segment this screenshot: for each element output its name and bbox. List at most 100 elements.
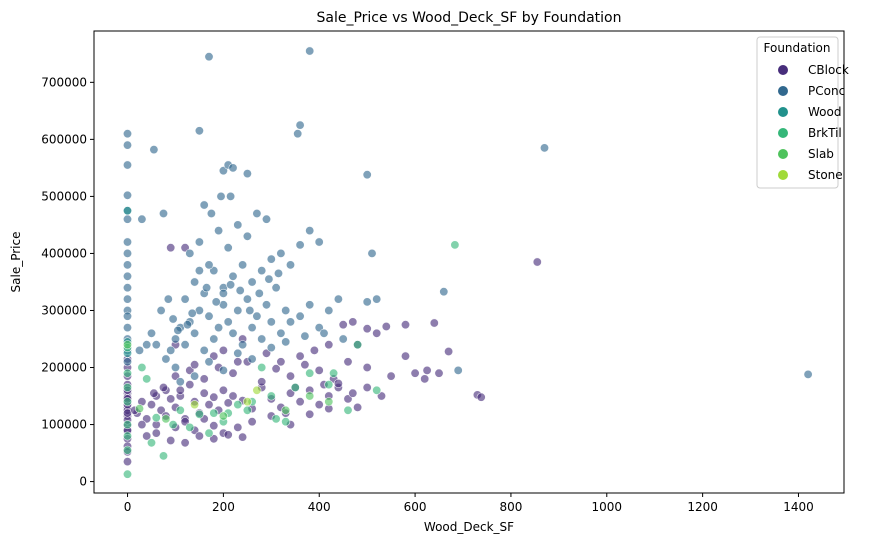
- data-point-pconc: [204, 311, 214, 321]
- data-point-brktil: [194, 409, 204, 419]
- data-point-cblock: [218, 385, 228, 395]
- data-point-brktil: [209, 408, 219, 418]
- data-point-pconc: [147, 328, 157, 338]
- data-point-stone: [252, 385, 262, 395]
- data-point-cblock: [199, 374, 209, 384]
- data-point-slab: [135, 404, 145, 414]
- data-point-pconc: [257, 266, 267, 276]
- data-point-pconc: [149, 145, 159, 155]
- data-point-pconc: [300, 331, 310, 341]
- data-point-cblock: [223, 430, 233, 440]
- data-point-pconc: [238, 260, 248, 270]
- data-point-brktil: [353, 340, 363, 350]
- data-point-pconc: [223, 243, 233, 253]
- data-point-cblock: [137, 420, 147, 430]
- data-point-pconc: [161, 354, 171, 364]
- data-point-cblock: [257, 377, 267, 387]
- data-point-cblock: [223, 398, 233, 408]
- data-point-pconc: [216, 191, 226, 201]
- legend-label-brktil: BrkTil: [808, 126, 842, 140]
- data-point-pconc: [137, 214, 147, 224]
- data-point-cblock: [209, 421, 219, 431]
- data-point-pconc: [233, 305, 243, 315]
- data-point-brktil: [123, 397, 133, 407]
- data-point-brktil: [147, 438, 157, 448]
- legend-marker-brktil: [778, 128, 788, 138]
- data-point-brktil: [123, 382, 133, 392]
- data-point-pconc: [266, 317, 276, 327]
- data-point-pconc: [163, 294, 173, 304]
- data-point-brktil: [204, 428, 214, 438]
- legend-items: CBlock PConc Wood BrkTil Slab Stone: [778, 63, 849, 182]
- data-point-cblock: [400, 351, 410, 361]
- data-point-cblock: [305, 409, 315, 419]
- data-point-pconc: [803, 369, 813, 379]
- data-point-cblock: [381, 321, 391, 331]
- data-point-cblock: [142, 431, 152, 441]
- data-point-pconc: [199, 200, 209, 210]
- data-point-brktil: [290, 382, 300, 392]
- data-point-pconc: [156, 305, 166, 315]
- data-point-slab: [123, 340, 133, 350]
- data-point-pconc: [362, 170, 372, 180]
- data-point-brktil: [123, 420, 133, 430]
- plot-frame: [93, 30, 845, 494]
- data-point-brktil: [123, 445, 133, 455]
- data-point-cblock: [238, 432, 248, 442]
- data-point-pconc: [123, 323, 133, 333]
- data-point-pconc: [281, 305, 291, 315]
- data-point-cblock: [300, 360, 310, 370]
- data-point-pconc: [233, 220, 243, 230]
- data-point-brktil: [329, 368, 339, 378]
- data-point-pconc: [285, 260, 295, 270]
- data-point-pconc: [254, 288, 264, 298]
- data-point-cblock: [476, 392, 486, 402]
- data-point-pconc: [314, 323, 324, 333]
- data-point-pconc: [223, 317, 233, 327]
- y-axis-label: Sale_Price: [9, 232, 23, 293]
- legend-label-wood: Wood: [808, 105, 841, 119]
- data-point-pconc: [123, 294, 133, 304]
- data-point-brktil: [242, 405, 252, 415]
- data-point-pconc: [218, 166, 228, 176]
- data-point-pconc: [135, 345, 145, 355]
- legend-marker-slab: [778, 149, 788, 159]
- data-point-pconc: [173, 325, 183, 335]
- data-point-pconc: [439, 287, 449, 297]
- data-point-pconc: [305, 226, 315, 236]
- data-point-pconc: [305, 300, 315, 310]
- data-point-brktil: [137, 362, 147, 372]
- data-points: [123, 46, 813, 479]
- data-point-cblock: [420, 374, 430, 384]
- legend-label-slab: Slab: [808, 147, 834, 161]
- data-point-brktil: [123, 368, 133, 378]
- data-point-cblock: [362, 324, 372, 334]
- legend-marker-cblock: [778, 65, 788, 75]
- data-point-cblock: [123, 457, 133, 467]
- data-point-pconc: [338, 334, 348, 344]
- data-point-pconc: [209, 266, 219, 276]
- data-point-slab: [324, 397, 334, 407]
- data-point-cblock: [362, 362, 372, 372]
- data-point-pconc: [276, 328, 286, 338]
- data-point-cblock: [199, 388, 209, 398]
- x-axis-label: Wood_Deck_SF: [424, 520, 514, 534]
- data-point-cblock: [156, 405, 166, 415]
- data-point-pconc: [242, 169, 252, 179]
- data-point-pconc: [171, 362, 181, 372]
- y-tick-label: 400000: [41, 246, 87, 260]
- data-point-brktil: [271, 414, 281, 424]
- data-point-cblock: [314, 365, 324, 375]
- data-point-pconc: [242, 231, 252, 241]
- data-point-pconc: [166, 345, 176, 355]
- data-point-pconc: [202, 283, 212, 293]
- y-tick-label: 700000: [41, 75, 87, 89]
- data-point-pconc: [142, 340, 152, 350]
- data-point-cblock: [233, 357, 243, 367]
- data-point-brktil: [450, 240, 460, 250]
- data-point-cblock: [209, 351, 219, 361]
- data-point-pconc: [247, 354, 257, 364]
- data-point-pconc: [185, 248, 195, 258]
- data-point-pconc: [333, 294, 343, 304]
- data-point-pconc: [261, 214, 271, 224]
